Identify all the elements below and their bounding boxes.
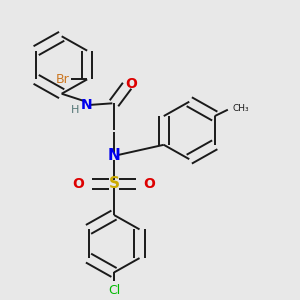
- Text: O: O: [143, 177, 155, 191]
- Text: N: N: [108, 148, 120, 164]
- Text: N: N: [80, 98, 92, 112]
- Text: CH₃: CH₃: [233, 103, 249, 112]
- Text: H: H: [70, 105, 79, 115]
- Text: S: S: [109, 176, 119, 191]
- Text: Cl: Cl: [108, 284, 120, 297]
- Text: O: O: [73, 177, 85, 191]
- Text: O: O: [126, 77, 138, 91]
- Text: Br: Br: [56, 73, 69, 86]
